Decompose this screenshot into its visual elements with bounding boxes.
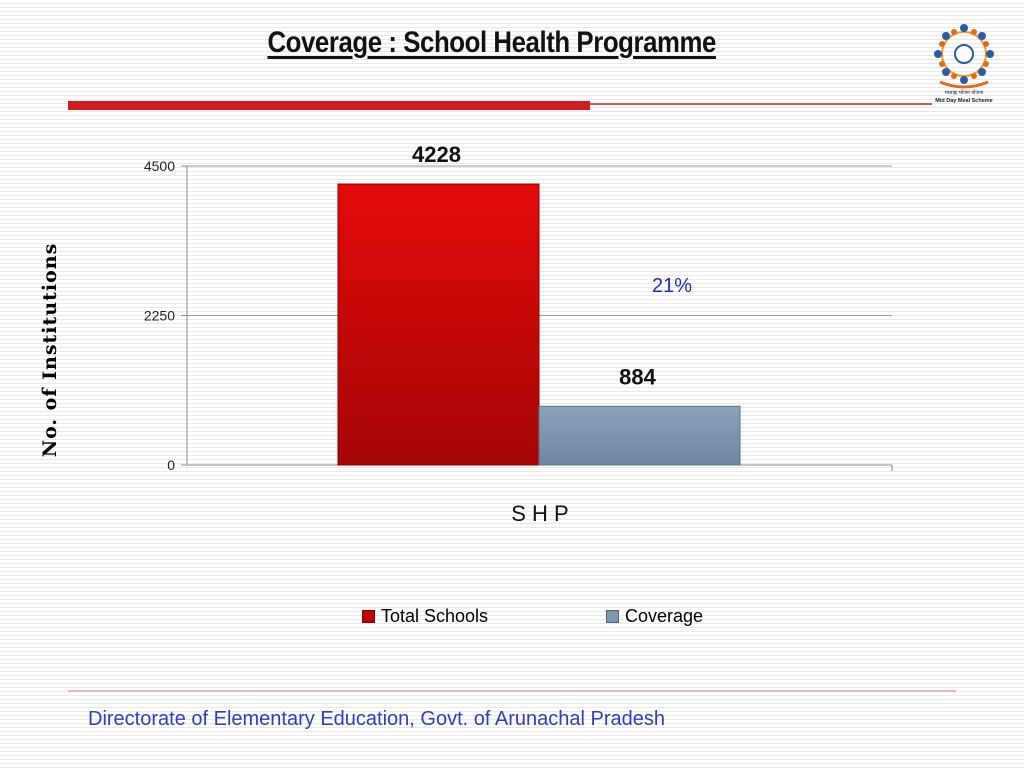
- footer-rule: [68, 690, 956, 692]
- title-rule-thin: [590, 103, 932, 105]
- legend-label-total-schools: Total Schools: [381, 606, 489, 626]
- logo-text-english: Mid Day Meal Scheme: [935, 98, 992, 104]
- bar-chart: 0 2250 4500 4228 884 21% S H P: [144, 142, 893, 526]
- data-label-coverage: 884: [619, 364, 656, 389]
- data-label-total-schools: 4228: [412, 142, 461, 167]
- legend-swatch-coverage: [606, 610, 619, 623]
- bar-total-schools: [337, 183, 540, 466]
- legend-label-coverage: Coverage: [625, 606, 704, 626]
- y-tick-label: 0: [167, 457, 175, 473]
- logo-ring-icon: [934, 24, 994, 89]
- slide-title: Coverage : School Health Programme: [267, 26, 716, 59]
- mid-day-meal-logo: मध्याह्न भोजन योजना Mid Day Meal Scheme: [934, 24, 994, 104]
- legend-item-coverage: Coverage: [606, 606, 703, 627]
- logo-text-hindi: मध्याह्न भोजन योजना: [945, 89, 984, 96]
- footer-text: Directorate of Elementary Education, Gov…: [88, 708, 665, 730]
- legend-swatch-total-schools: [362, 610, 375, 623]
- legend-item-total-schools: Total Schools: [362, 606, 488, 627]
- bar-coverage: [538, 405, 741, 466]
- x-axis-label: S H P: [511, 501, 568, 526]
- coverage-percent-annotation: 21%: [652, 275, 692, 297]
- title-rule-thick: [68, 101, 590, 110]
- y-tick-label: 2250: [144, 308, 175, 324]
- y-tick-label: 4500: [144, 158, 175, 174]
- chart-legend: Total Schools Coverage: [0, 606, 1024, 630]
